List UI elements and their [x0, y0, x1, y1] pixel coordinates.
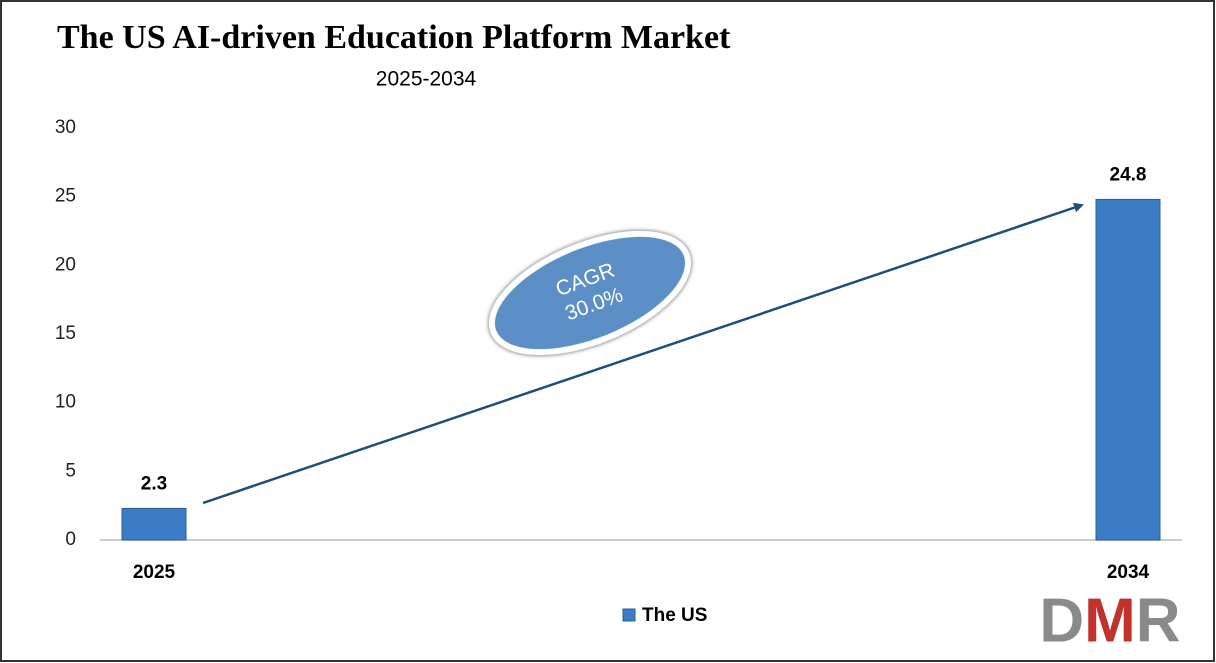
y-tick-label: 10 — [55, 392, 76, 413]
y-tick-label: 5 — [65, 460, 76, 481]
bar — [1095, 198, 1161, 541]
y-tick-label: 30 — [55, 117, 76, 138]
logo: DMR — [1039, 586, 1180, 655]
data-label: 2.3 — [141, 473, 167, 494]
legend-swatch — [622, 608, 636, 622]
cagr-badge — [488, 230, 692, 356]
x-tick-label: 2025 — [133, 562, 176, 583]
y-tick-label: 0 — [65, 529, 76, 550]
trend-arrow — [202, 202, 1084, 505]
cagr-ellipse — [488, 230, 692, 356]
x-tick-label: 2034 — [1107, 562, 1150, 583]
bar — [121, 507, 187, 541]
y-tick-label: 20 — [55, 254, 76, 275]
data-label: 24.8 — [1110, 164, 1147, 185]
chart-subtitle: 2025-2034 — [376, 68, 477, 91]
y-tick-label: 25 — [55, 186, 76, 207]
chart-title: The US AI-driven Education Platform Mark… — [57, 19, 731, 56]
y-tick-label: 15 — [55, 323, 76, 344]
legend-label: The US — [642, 605, 707, 626]
